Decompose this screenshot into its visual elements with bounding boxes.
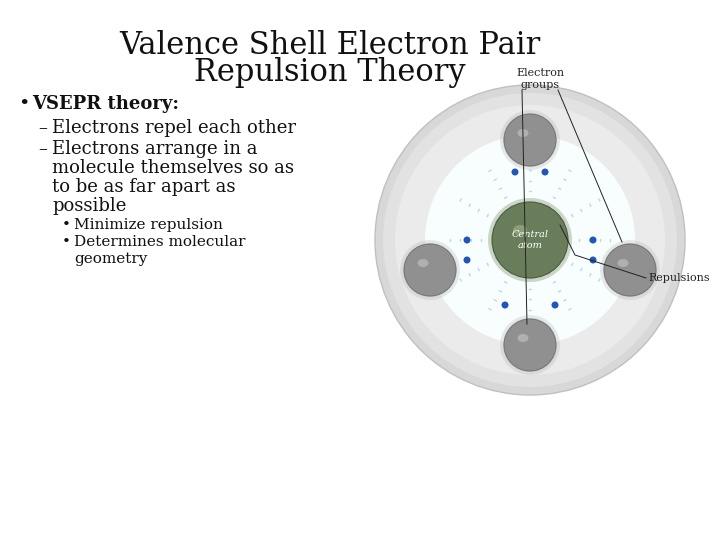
- Circle shape: [511, 168, 518, 176]
- Ellipse shape: [503, 113, 557, 167]
- Text: Electrons arrange in a: Electrons arrange in a: [52, 140, 258, 158]
- Ellipse shape: [604, 244, 656, 296]
- Text: •: •: [62, 235, 71, 249]
- Ellipse shape: [403, 243, 457, 297]
- Circle shape: [590, 256, 596, 264]
- Text: Determines molecular: Determines molecular: [74, 235, 246, 249]
- Ellipse shape: [504, 114, 556, 166]
- Ellipse shape: [500, 315, 560, 375]
- Text: VSEPR theory:: VSEPR theory:: [32, 95, 179, 113]
- Text: Repulsions: Repulsions: [648, 273, 710, 283]
- Text: Valence Shell Electron Pair: Valence Shell Electron Pair: [120, 30, 541, 61]
- Text: Electrons repel each other: Electrons repel each other: [52, 119, 296, 137]
- Ellipse shape: [404, 244, 456, 296]
- Text: –: –: [38, 140, 47, 158]
- Circle shape: [541, 168, 549, 176]
- Ellipse shape: [500, 110, 560, 170]
- Circle shape: [552, 301, 559, 308]
- Ellipse shape: [518, 334, 528, 342]
- Circle shape: [502, 301, 508, 308]
- Ellipse shape: [400, 240, 460, 300]
- Circle shape: [464, 256, 470, 264]
- Ellipse shape: [618, 259, 629, 267]
- Ellipse shape: [492, 202, 568, 278]
- Text: Minimize repulsion: Minimize repulsion: [74, 218, 223, 232]
- Ellipse shape: [375, 85, 685, 395]
- Text: to be as far apart as: to be as far apart as: [52, 178, 235, 196]
- Text: •: •: [62, 218, 71, 232]
- Text: Electron
groups: Electron groups: [516, 69, 564, 90]
- Ellipse shape: [504, 319, 556, 371]
- Text: –: –: [38, 119, 47, 137]
- Ellipse shape: [383, 93, 677, 387]
- Text: geometry: geometry: [74, 252, 148, 266]
- Text: •: •: [18, 95, 30, 113]
- Text: Repulsion Theory: Repulsion Theory: [194, 57, 466, 88]
- Text: Central
atom: Central atom: [511, 230, 549, 249]
- Circle shape: [590, 237, 596, 244]
- Ellipse shape: [418, 259, 428, 267]
- Ellipse shape: [513, 225, 527, 235]
- Ellipse shape: [603, 243, 657, 297]
- Text: possible: possible: [52, 197, 127, 215]
- Ellipse shape: [488, 198, 572, 282]
- Ellipse shape: [425, 135, 635, 345]
- Ellipse shape: [518, 129, 528, 137]
- Circle shape: [464, 237, 470, 244]
- Ellipse shape: [503, 318, 557, 372]
- Ellipse shape: [600, 240, 660, 300]
- Text: molecule themselves so as: molecule themselves so as: [52, 159, 294, 177]
- Ellipse shape: [395, 105, 665, 375]
